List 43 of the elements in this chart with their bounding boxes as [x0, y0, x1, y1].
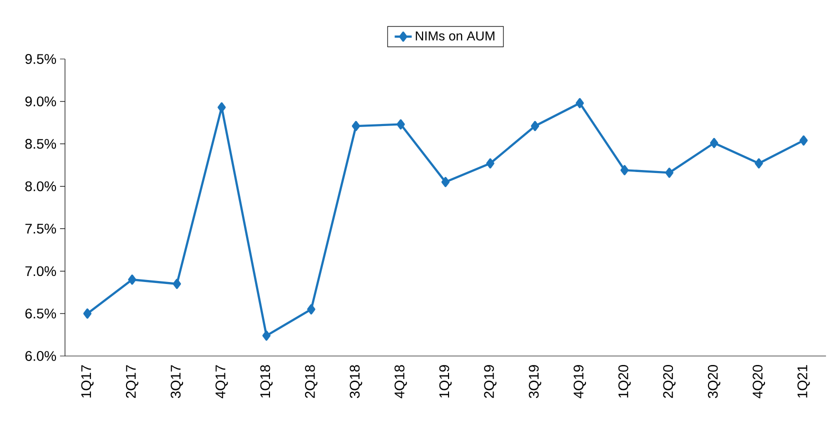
y-tick-label: 8.0% [25, 181, 56, 192]
legend-label: NIMs on AUM [416, 31, 494, 40]
x-tick-label: 1Q21 [797, 365, 810, 398]
point [396, 119, 405, 130]
x-tick-label: 1Q20 [618, 365, 631, 398]
point [754, 158, 763, 168]
x-tick-label: 2Q17 [126, 365, 138, 398]
x-tick-label: 2Q18 [305, 365, 318, 398]
x-tick-label: 4Q19 [574, 365, 586, 398]
point [172, 278, 181, 289]
x-tick-label: 3Q17 [170, 365, 184, 398]
point [530, 120, 540, 132]
y-tick-label: 7.5% [25, 224, 56, 234]
y-tick-label: 7.0% [25, 266, 56, 276]
point [576, 98, 584, 108]
x-tick-label: 3Q20 [708, 365, 720, 398]
point [620, 165, 629, 176]
point [128, 274, 136, 285]
point [307, 304, 316, 314]
x-tick-label: 3Q19 [528, 365, 542, 398]
x-tick-label: 4Q20 [752, 365, 766, 398]
x-tick-label: 1Q17 [81, 365, 94, 398]
x-tick-label: 3Q18 [350, 365, 362, 398]
x-tick-label: 2Q20 [663, 365, 676, 398]
y-tick-label: 6.5% [25, 308, 56, 319]
x-tick-label: 1Q19 [439, 365, 452, 398]
point [352, 120, 360, 132]
point [262, 330, 271, 341]
x-tick-label: 2Q19 [484, 365, 496, 398]
point [486, 158, 494, 168]
point [800, 135, 808, 146]
y-tick-label: 8.5% [25, 138, 56, 149]
x-tick-label: 1Q18 [260, 365, 273, 398]
point [83, 308, 92, 319]
x-tick-label: 4Q17 [215, 365, 228, 398]
point [665, 168, 674, 178]
y-tick-label: 9.5% [25, 54, 56, 64]
x-tick-label: 4Q18 [394, 365, 407, 398]
point [218, 102, 226, 112]
point [441, 176, 450, 188]
y-tick-label: 6.0% [25, 351, 56, 361]
point [710, 138, 718, 148]
y-tick-label: 9.0% [25, 96, 56, 106]
